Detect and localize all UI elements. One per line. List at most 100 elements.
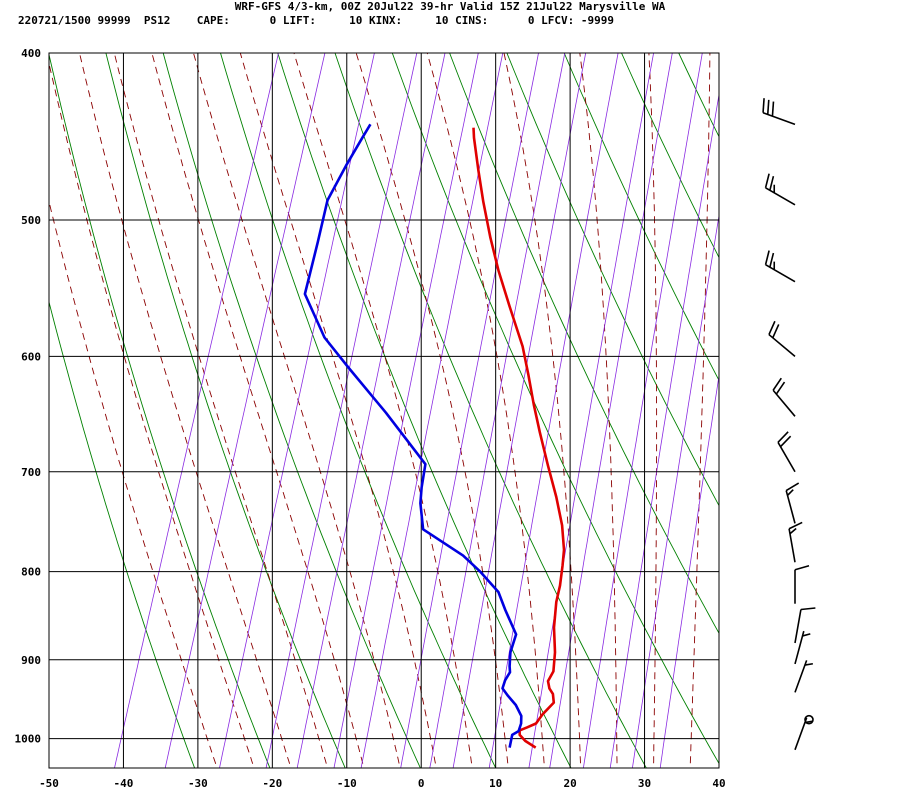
dry-adiabat — [277, 53, 572, 768]
barb-feather — [762, 98, 765, 113]
y-tick-label: 900 — [21, 654, 41, 667]
dry-adiabat — [506, 53, 719, 507]
barb-staff — [794, 717, 808, 751]
dry-adiabat — [717, 15, 900, 776]
barb-feather — [789, 527, 797, 535]
mixing-ratio-line — [659, 373, 719, 768]
wind-barb — [788, 521, 803, 563]
wind-barb — [785, 482, 800, 524]
mixing-ratio-line — [528, 53, 655, 768]
calm-circle — [804, 714, 814, 725]
mixing-ratio-line — [429, 53, 566, 768]
plot-frame — [48, 52, 720, 769]
dry-adiabat — [49, 300, 196, 768]
wind-barb — [762, 98, 796, 126]
x-tick-label: -30 — [188, 777, 208, 790]
header-line-2: 220721/1500 99999 PS12 CAPE: 0 LIFT: 10 … — [18, 14, 615, 27]
barb-feather — [772, 324, 780, 339]
barb-staff — [765, 264, 796, 283]
mixing-ratio-line — [219, 53, 375, 768]
barb-staff — [768, 333, 796, 358]
mixing-ratio-line — [609, 92, 719, 768]
wind-barb — [768, 320, 796, 358]
header-line-1: WRF-GFS 4/3-km, 00Z 20Jul22 39-hr Valid … — [234, 0, 666, 13]
barb-feather — [786, 489, 794, 496]
mixing-ratio-line — [265, 53, 418, 768]
barb-feather — [777, 431, 789, 443]
mixing-ratio-line — [360, 53, 504, 768]
wind-barb — [777, 431, 796, 473]
dry-adiabat — [678, 53, 719, 138]
mixing-ratio-line — [549, 53, 673, 768]
barb-feather — [766, 99, 770, 115]
temperature-profile — [472, 127, 566, 749]
wind-barb — [794, 717, 813, 751]
wind-barb — [772, 377, 796, 417]
wind-barb — [794, 564, 810, 604]
barb-feather — [768, 320, 776, 335]
dry-adiabat — [334, 53, 647, 768]
mixing-ratio-line — [452, 53, 587, 768]
barb-staff — [794, 660, 808, 693]
barb-feather — [769, 252, 775, 268]
barb-staff — [762, 111, 796, 126]
y-tick-label: 400 — [21, 47, 41, 60]
mixing-ratio-line — [400, 53, 539, 768]
barb-feather — [785, 482, 800, 492]
mixing-ratio-line — [164, 53, 326, 768]
barb-feather — [804, 720, 813, 724]
moist-adiabat — [727, 15, 766, 776]
moist-adiabat — [426, 53, 545, 768]
dry-adiabat — [49, 53, 271, 768]
y-tick-label: 700 — [21, 466, 41, 479]
dewpoint-profile — [303, 123, 523, 748]
barb-feather — [779, 435, 792, 448]
x-tick-label: 0 — [418, 777, 425, 790]
wind-barb — [794, 630, 811, 665]
x-tick-label: 40 — [712, 777, 725, 790]
dry-adiabat — [774, 15, 900, 776]
barb-feather — [772, 377, 782, 391]
barb-feather — [788, 521, 803, 530]
x-tick-label: -10 — [337, 777, 357, 790]
x-tick-label: -50 — [39, 777, 59, 790]
barb-feather — [771, 101, 775, 117]
moist-adiabat — [355, 53, 509, 768]
barb-staff — [785, 490, 796, 524]
barb-feather — [802, 633, 811, 637]
barb-feather — [764, 250, 770, 265]
barb-staff — [772, 389, 796, 417]
dry-adiabat — [621, 53, 719, 259]
y-tick-label: 800 — [21, 566, 41, 579]
dry-adiabat — [830, 15, 900, 776]
wind-barb — [804, 714, 814, 725]
barb-staff — [794, 609, 802, 644]
wind-barb — [794, 660, 813, 693]
wind-barb — [764, 250, 796, 283]
dry-adiabat — [449, 53, 719, 635]
mixing-ratio-line — [296, 53, 446, 768]
grid-lines — [49, 53, 719, 768]
mixing-ratio-line — [114, 53, 279, 768]
moist-adiabat — [689, 53, 711, 768]
mixing-ratio-line — [631, 213, 719, 768]
barb-staff — [788, 528, 796, 563]
dry-adiabat — [162, 53, 421, 768]
moist-adiabats — [49, 15, 766, 776]
moist-adiabat — [113, 53, 328, 768]
dry-adiabat — [105, 53, 346, 768]
mixing-ratio-line — [582, 53, 703, 768]
moist-adiabat — [193, 53, 401, 768]
moist-adiabat — [648, 53, 658, 768]
wind-barb — [764, 173, 796, 206]
x-tick-label: 20 — [563, 777, 576, 790]
y-tick-label: 500 — [21, 214, 41, 227]
moist-adiabat — [151, 53, 365, 768]
barb-feather — [794, 564, 810, 571]
dry-adiabat — [563, 53, 719, 382]
dry-adiabat — [220, 53, 497, 768]
moist-adiabat — [503, 53, 582, 768]
moist-adiabat — [293, 53, 473, 768]
moist-adiabat — [49, 199, 218, 768]
